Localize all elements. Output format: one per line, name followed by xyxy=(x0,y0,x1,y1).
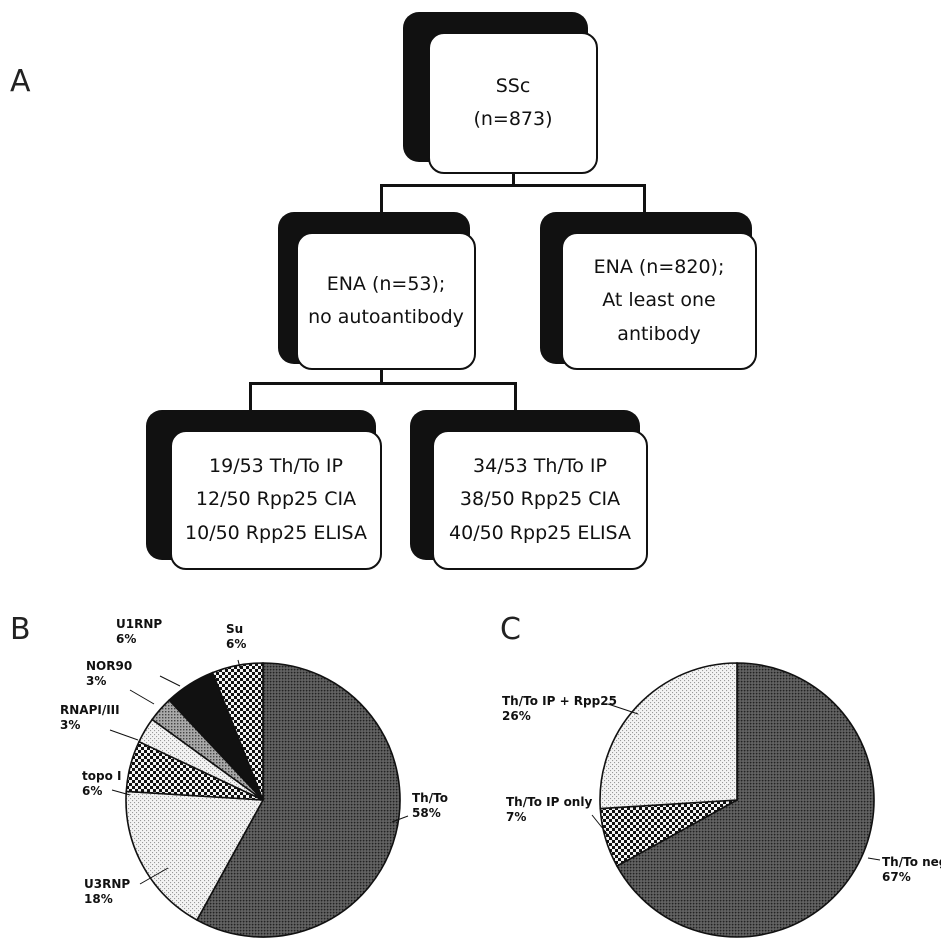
pie-b-label-pct-u1rnp: 6% xyxy=(116,632,136,646)
pie-c-slice-th-to-ip-rpp25 xyxy=(599,662,738,810)
ena-negative-line-2: no autoantibody xyxy=(308,306,464,328)
pie-chart-c: Th/To neg 67% Th/To IP only 7% Th/To IP + Rp… xyxy=(502,662,941,938)
root-box-line-2: (n=873) xyxy=(473,108,553,130)
pie-b-label-name-u3rnp: U3RNP xyxy=(84,877,130,891)
left-leaf-box: 19/53 Th/To IP 12/50 Rpp25 CIA 10/50 Rpp… xyxy=(170,430,382,570)
pie-b-slice-su xyxy=(211,662,264,801)
pie-b-label-pct-nor90: 3% xyxy=(86,674,106,688)
right-leaf-line-2: 38/50 Rpp25 CIA xyxy=(459,488,621,511)
pie-c-label-name-th-to-neg: Th/To neg xyxy=(882,855,941,869)
pie-b-label-pct-topo-i: 6% xyxy=(82,784,102,798)
connector-ena-negative-stem xyxy=(380,368,383,384)
connector-to-left-leaf xyxy=(249,382,252,412)
right-leaf-box: 34/53 Th/To IP 38/50 Rpp25 CIA 40/50 Rpp… xyxy=(432,430,648,570)
pie-c-label-pct-th-to-ip-rpp25: 26% xyxy=(502,709,531,723)
panel-label-b: B xyxy=(10,612,31,647)
pie-b-label-name-topo-i: topo I xyxy=(82,769,121,783)
left-leaf-line-3: 10/50 Rpp25 ELISA xyxy=(185,521,367,544)
pie-b-leader-su xyxy=(237,659,241,669)
ena-negative-line-1: ENA (n=53); xyxy=(326,272,446,295)
ena-positive-line-2: At least one xyxy=(602,289,716,312)
right-leaf-line-1: 34/53 Th/To IP xyxy=(473,455,607,478)
pie-b-label-name-su: Su xyxy=(226,622,243,636)
pie-b-label-pct-u3rnp: 18% xyxy=(84,892,113,906)
pie-c-leader-th-to-ip-only xyxy=(591,814,613,841)
left-leaf-line-1: 19/53 Th/To IP xyxy=(209,455,343,478)
pie-b-label-pct-rnapi-iii: 3% xyxy=(60,718,80,732)
pie-b-slice-u3rnp xyxy=(125,790,265,922)
connector-level2-horizontal xyxy=(249,382,517,385)
pie-b-leader-u1rnp xyxy=(159,675,181,687)
pie-c-label-name-th-to-ip-only: Th/To IP only xyxy=(506,795,592,809)
right-leaf-line-3: 40/50 Rpp25 ELISA xyxy=(449,521,631,544)
pie-b-leader-rnapi-iii xyxy=(109,729,139,741)
ena-positive-line-3: antibody xyxy=(617,322,701,345)
pie-b-label-nor90: NOR90 3% xyxy=(86,659,132,688)
pie-c-label-pct-th-to-ip-only: 7% xyxy=(506,810,526,824)
ena-positive-box: ENA (n=820); At least one antibody xyxy=(561,232,757,370)
pie-c-label-th-to-ip-only: Th/To IP only 7% xyxy=(506,795,592,824)
pie-b-leader-u3rnp xyxy=(139,867,169,885)
pie-b-label-u1rnp: U1RNP 6% xyxy=(116,617,162,646)
pie-c-label-th-to-ip-rpp25: Th/To IP + Rpp25 26% xyxy=(502,694,617,723)
pie-chart-b: Th/To 58%U3RNP 18%topo I 6%RNAPI/III 3%NOR90… xyxy=(60,617,448,938)
pie-b-slice-th-to xyxy=(195,662,401,938)
panel-label-c: C xyxy=(500,612,521,647)
pie-b-label-topo-i: topo I 6% xyxy=(82,769,121,798)
pie-b-label-name-u1rnp: U1RNP xyxy=(116,617,162,631)
connector-root-stem xyxy=(512,172,515,186)
pie-c-label-name-th-to-ip-rpp25: Th/To IP + Rpp25 xyxy=(502,694,617,708)
pie-b-label-su: Su 6% xyxy=(226,622,246,651)
pie-b-label-name-nor90: NOR90 xyxy=(86,659,132,673)
pie-b-label-rnapi-iii: RNAPI/III 3% xyxy=(60,703,120,732)
pie-c-slice-th-to-neg xyxy=(615,662,875,938)
pie-c-label-th-to-neg: Th/To neg 67% xyxy=(882,855,941,884)
ena-positive-line-1: ENA (n=820); xyxy=(593,256,725,279)
pie-b-label-name-rnapi-iii: RNAPI/III xyxy=(60,703,120,717)
root-box: SSc (n=873) xyxy=(428,32,598,174)
pie-b-label-name-th-to: Th/To xyxy=(412,791,448,805)
pie-b-label-pct-su: 6% xyxy=(226,637,246,651)
connector-to-right-leaf xyxy=(514,382,517,412)
root-box-line-1: SSc xyxy=(495,74,531,97)
pie-b-label-th-to: Th/To 58% xyxy=(412,791,448,820)
pie-b-label-pct-th-to: 58% xyxy=(412,806,441,820)
ena-negative-box: ENA (n=53); no autoantibody xyxy=(296,232,476,370)
connector-to-ena-positive xyxy=(643,184,646,214)
pie-b-leader-th-to xyxy=(391,815,409,823)
pie-b-leader-nor90 xyxy=(129,689,155,705)
pie-c-label-pct-th-to-neg: 67% xyxy=(882,870,911,884)
pie-c-leader-th-to-ip-rpp25 xyxy=(607,703,639,715)
connector-level1-horizontal xyxy=(380,184,646,187)
pie-b-leader-topo-i xyxy=(111,789,131,796)
connector-to-ena-negative xyxy=(380,184,383,214)
pie-c-leader-th-to-neg xyxy=(867,857,881,861)
pie-b-label-u3rnp: U3RNP 18% xyxy=(84,877,130,906)
left-leaf-line-2: 12/50 Rpp25 CIA xyxy=(195,488,357,511)
panel-label-a: A xyxy=(10,64,31,99)
